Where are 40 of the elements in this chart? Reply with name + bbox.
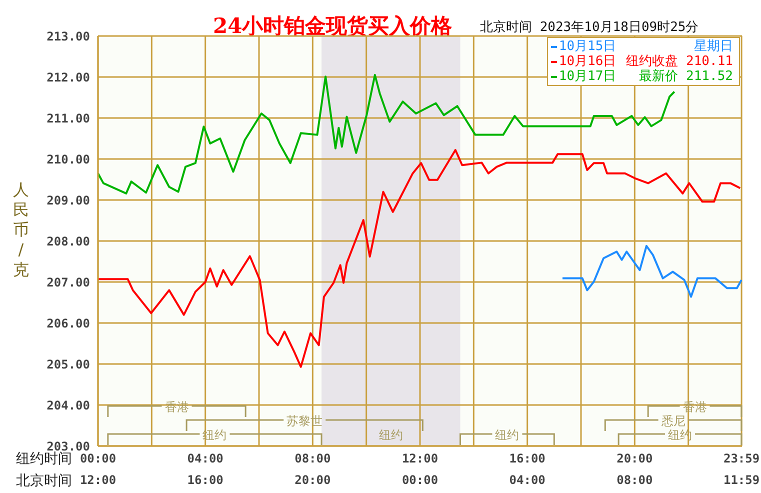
x2-tick-label: 20:00	[294, 473, 331, 487]
chart-subtitle: 北京时间 2023年10月18日09时25分	[480, 19, 699, 36]
y-tick-label: 206.00	[46, 316, 90, 330]
x-tick-label: 08:00	[294, 452, 331, 466]
legend-label: 10月15日	[558, 39, 616, 54]
y-tick-label: 210.00	[46, 152, 90, 166]
x-tick-label: 16:00	[509, 452, 546, 466]
x-tick-label: 00:00	[80, 452, 116, 466]
x-axis-title: 纽约时间	[16, 451, 72, 468]
x-tick-label: 12:00	[402, 452, 438, 466]
y-tick-label: 211.00	[46, 111, 90, 126]
legend-label: 10月17日	[558, 69, 616, 84]
annotation: 纽约	[495, 428, 520, 442]
x-tick-label: 23:59	[723, 452, 760, 466]
annotation: 星期日	[694, 39, 733, 54]
y-tick-label: 207.00	[46, 275, 90, 290]
x2-tick-label: 12:00	[80, 473, 116, 487]
annotation: 最新价 211.52	[639, 69, 733, 84]
x2-tick-label: 00:00	[402, 473, 438, 487]
y-tick-label: 213.00	[46, 29, 90, 44]
y-tick-label: 212.00	[46, 70, 90, 84]
annotation: 悉尼	[660, 414, 686, 428]
x2-axis-title: 北京时间	[16, 472, 72, 490]
x-tick-label: 04:00	[187, 452, 224, 466]
x2-tick-label: 08:00	[616, 473, 653, 487]
y-tick-label: 204.00	[46, 398, 90, 412]
line-series	[561, 244, 742, 298]
x2-tick-label: 11:59	[723, 473, 760, 487]
y-tick-label: 209.00	[46, 193, 90, 208]
legend-label: 10月16日	[558, 54, 616, 69]
line-series	[98, 148, 742, 368]
band-label: 纽约	[378, 428, 403, 442]
x-tick-label: 20:00	[616, 452, 653, 466]
x2-tick-label: 16:00	[187, 473, 224, 487]
y-axis-title: 人民币/克	[12, 180, 30, 280]
annotation: 纽约收盘 210.11	[626, 54, 733, 69]
x2-tick-label: 04:00	[509, 473, 546, 487]
y-tick-label: 208.00	[46, 234, 90, 248]
chart-title: 24小时铂金现货买入价格	[213, 12, 452, 40]
y-tick-label: 205.00	[46, 357, 90, 372]
